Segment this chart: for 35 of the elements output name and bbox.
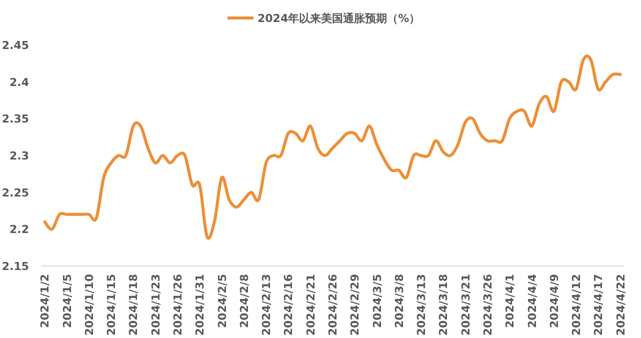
x-tick-label: 2024/2/21 [304,274,318,336]
x-tick-label: 2024/2/26 [326,274,340,336]
x-tick-label: 2024/1/5 [60,274,74,328]
x-tick-label: 2024/4/4 [526,274,539,328]
x-tick-label: 2024/2/16 [282,274,296,336]
x-tick-label: 2024/3/8 [392,274,406,328]
legend-label: 2024年以来美国通胀预期（%） [258,12,420,25]
y-tick-label: 2.15 [2,260,29,273]
y-tick-label: 2.4 [10,76,30,89]
x-tick-label: 2024/1/26 [172,274,185,336]
x-tick-label: 2024/1/10 [82,274,96,336]
x-tick-label: 2024/4/22 [614,274,628,336]
x-tick-label: 2024/4/1 [504,274,517,328]
x-tick-label: 2024/1/23 [149,274,162,336]
x-tick-label: 2024/1/2 [38,274,52,328]
y-tick-label: 2.2 [10,223,29,236]
x-tick-label: 2024/3/26 [481,274,494,336]
x-tick-label: 2024/4/17 [592,274,606,336]
x-tick-label: 2024/2/29 [348,274,362,336]
x-tick-label: 2024/1/15 [105,274,118,336]
x-tick-label: 2024/3/18 [437,274,450,336]
y-tick-label: 2.35 [2,112,29,126]
y-tick-label: 2.3 [10,150,29,162]
x-tick-label: 2024/2/8 [238,274,251,328]
x-tick-label: 2024/4/9 [548,274,561,328]
x-tick-label: 2024/4/12 [570,274,584,336]
x-tick-label: 2024/2/13 [260,274,274,336]
x-tick-label: 2024/1/18 [127,274,140,336]
y-tick-label: 2.45 [2,39,29,52]
x-tick-label: 2024/3/21 [459,274,472,336]
x-tick-label: 2024/1/31 [194,274,207,336]
x-tick-label: 2024/3/13 [415,274,428,336]
y-tick-label: 2.25 [2,186,29,200]
x-tick-label: 2024/3/5 [370,274,384,328]
x-tick-label: 2024/2/5 [216,274,229,328]
